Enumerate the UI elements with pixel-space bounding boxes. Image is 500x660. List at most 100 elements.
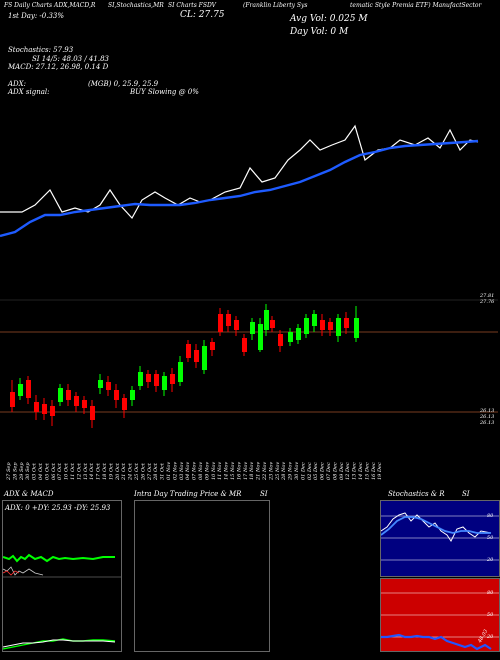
date-label: 31 Oct [160,462,166,480]
rsi-panel: 80 50 20 48.03 [380,578,500,652]
candle [178,356,183,386]
candle [354,306,359,342]
candle [58,384,63,406]
adx-macd-panel: ADX: 0 +DY: 25.93 -DY: 25.93 [2,500,122,652]
candle [50,400,55,426]
candle [194,344,199,368]
date-label: 01 Nov [166,462,172,480]
candle [162,372,167,396]
intraday-title-b: SI [260,490,268,498]
date-label: 07 Oct [57,462,63,480]
stochastics-panel: 80 50 20 [380,500,500,577]
adx-red-line [3,570,20,576]
stoch-d-line [381,516,491,536]
candle [226,310,231,332]
price-label-bot-a: 26.13 [480,408,495,414]
price-label-top-b: 27.76 [480,299,495,305]
candle [312,310,317,332]
candle [90,400,95,428]
rsi-readout: SI 14/5: 48.03 / 41.83 [32,55,109,63]
candle [186,340,191,362]
date-label: 21 Oct [121,462,127,481]
date-label: 07 Nov [192,462,198,480]
date-label: 17 Nov [243,462,249,480]
candle [264,304,269,336]
date-label: 04 Oct [38,462,44,480]
day-change: 1st Day: -0.33% [8,12,65,20]
date-label: 14 Nov [224,462,230,480]
date-label: 23 Nov [268,462,274,481]
date-label: 14 Oct [89,462,95,480]
date-label: 05 Dec [313,462,319,480]
rsi-tick-80: 80 [487,590,494,596]
candle [202,340,207,374]
stoch-k-line [381,512,492,542]
date-label: 02 Nov [172,462,178,480]
date-label: 16 Nov [236,462,242,480]
moving-average-line [0,139,479,238]
candle [106,376,111,396]
candle [42,398,47,420]
candle [304,314,309,338]
candle [98,374,103,394]
header-title-d: (Franklin Liberty Sys [243,2,308,9]
date-label: 11 Oct [70,462,76,480]
price-label-top-a: 27.81 [480,293,495,299]
header-title-e: tematic Style Premia ETF) ManufactSector [350,2,482,9]
date-label: 29 Sep [19,462,25,481]
intraday-title: Intra Day Trading Price & MR [134,490,242,498]
candle [82,396,87,414]
candle [258,318,263,352]
stoch-tick-80: 80 [487,513,494,519]
candle [344,312,349,334]
avg-volume: Avg Vol: 0.025 M [290,14,368,24]
date-label: 25 Nov [275,462,281,481]
candle [18,378,23,400]
rsi-line [381,633,492,651]
date-label: 02 Dec [307,462,313,480]
date-label: 18 Oct [102,462,108,480]
date-label: 09 Dec [339,462,345,480]
date-label: 09 Nov [204,462,210,480]
candle [26,376,31,404]
date-label: 06 Oct [51,462,57,480]
macd-white-line [3,639,116,648]
candle [170,368,175,392]
day-volume: Day Vol: 0 M [290,27,349,37]
candle [130,386,135,406]
candle [288,328,293,346]
date-axis: 27 Sep 28 Sep 29 Sep 30 Sep 03 Oct 04 Oct 05 O… [6,462,383,481]
date-label: 14 Dec [358,462,364,480]
date-label: 03 Nov [179,462,185,480]
date-label: 26 Oct [140,462,146,481]
rsi-tick-50: 50 [487,612,494,618]
stoch-title: Stochastics & R [388,490,445,498]
rsi-tick-20: 20 [487,634,494,640]
date-label: 07 Dec [326,462,332,480]
date-label: 16 Dec [371,462,377,480]
candle [34,395,39,420]
stochastics-readout: Stochastics: 57.93 [8,46,74,54]
adx-signal-label: ADX signal: [8,88,50,96]
candle [218,308,223,336]
date-label: 17 Oct [96,462,102,480]
candle [320,314,325,336]
header-title-c: SI Charts FSDV [168,2,216,9]
date-label: 05 Oct [44,462,50,480]
buy-signal: BUY Slowing @ 0% [130,88,199,96]
candlesticks [10,304,359,428]
candle [250,318,255,340]
candle [10,380,15,412]
macd-readout: MACD: 27.12, 26.98, 0.14 D [8,63,109,71]
date-label: 22 Nov [262,462,268,481]
date-label: 10 Nov [211,462,217,480]
date-label: 24 Oct [128,462,134,481]
price-label-bot-b: 26.13 [480,414,495,420]
date-label: 04 Nov [185,462,191,480]
candle [66,384,71,406]
date-label: 13 Dec [352,462,358,480]
date-label: 18 Nov [249,462,255,480]
candle [138,366,143,390]
candle [122,394,127,418]
